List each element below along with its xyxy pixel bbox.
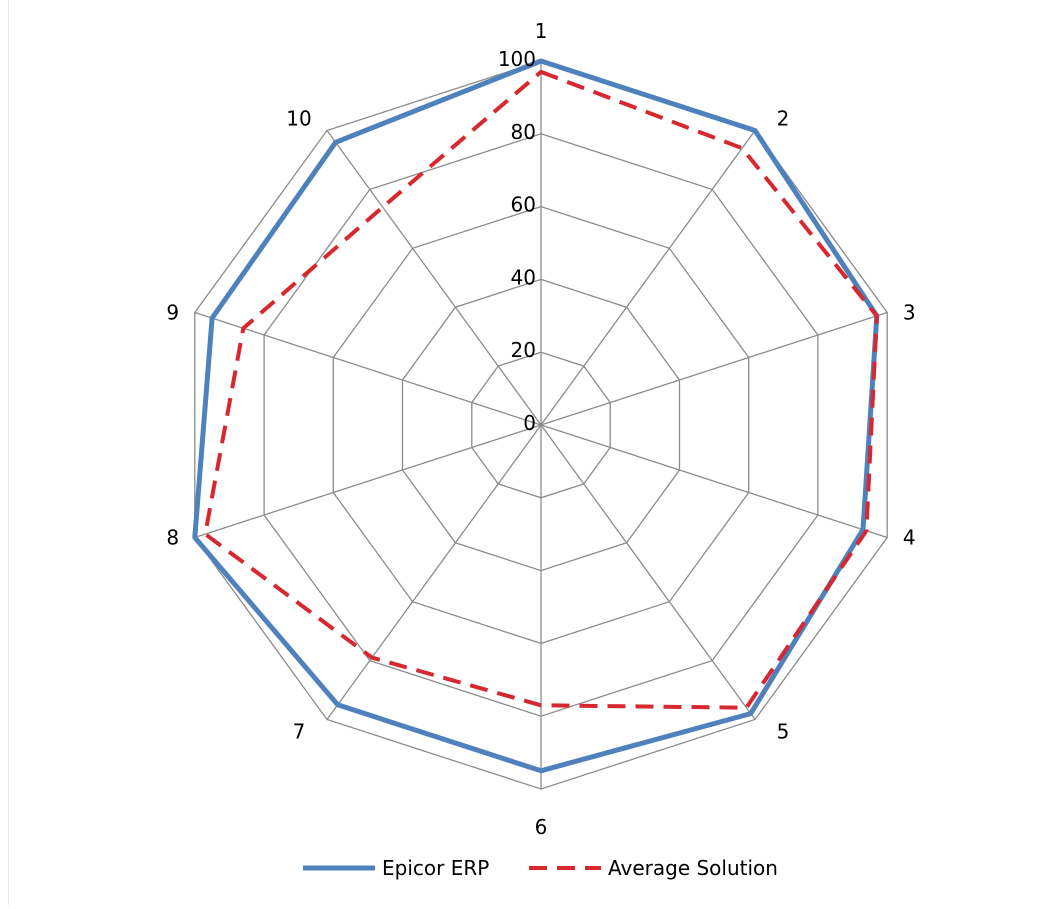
category-label-2: 2 <box>777 107 790 131</box>
radial-tick-labels: 0 20 40 60 80 100 <box>498 47 536 435</box>
grid-spoke-2 <box>540 130 756 426</box>
radial-tick-label: 40 <box>511 265 536 289</box>
category-label-4: 4 <box>903 526 916 550</box>
category-label-8: 8 <box>166 526 179 550</box>
radar-grid <box>194 60 888 790</box>
grid-spoke-7 <box>326 424 542 720</box>
category-label-6: 6 <box>535 815 548 839</box>
category-labels: 1 2 3 4 5 6 7 8 9 10 <box>166 19 915 839</box>
category-label-10: 10 <box>286 107 311 131</box>
grid-spoke-3 <box>540 311 888 426</box>
category-label-9: 9 <box>166 301 179 325</box>
grid-spoke-10 <box>326 130 542 426</box>
grid-spoke-4 <box>540 424 888 539</box>
category-label-7: 7 <box>293 720 306 744</box>
radial-tick-label: 20 <box>511 338 536 362</box>
series-line-epicor-erp <box>192 58 880 774</box>
legend-label-average-solution: Average Solution <box>608 856 778 880</box>
grid-spoke-5 <box>540 424 756 720</box>
legend-label-epicor-erp: Epicor ERP <box>382 856 489 880</box>
legend: Epicor ERP Average Solution <box>303 856 778 880</box>
category-label-1: 1 <box>535 19 548 43</box>
radial-tick-label: 60 <box>511 193 536 217</box>
radial-tick-label: 80 <box>511 120 536 144</box>
radar-series <box>192 58 880 774</box>
chart-frame-edge <box>8 0 9 905</box>
category-label-3: 3 <box>903 301 916 325</box>
radial-tick-label: 0 <box>523 411 536 435</box>
radial-tick-label: 100 <box>498 47 536 71</box>
grid-spoke-8 <box>194 424 542 539</box>
series-line-average-solution <box>203 69 879 710</box>
grid-spoke-9 <box>194 311 542 426</box>
category-label-5: 5 <box>777 720 790 744</box>
